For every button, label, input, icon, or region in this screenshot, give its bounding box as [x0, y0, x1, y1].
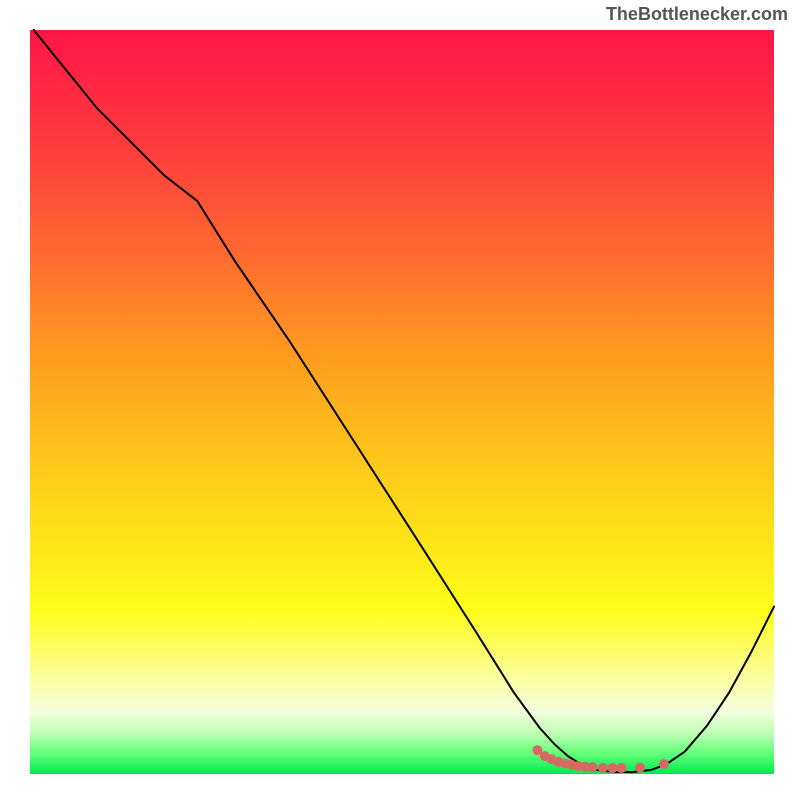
marker-dot — [659, 759, 669, 769]
marker-dot — [608, 763, 618, 773]
chart-svg — [0, 0, 800, 800]
marker-dot — [587, 762, 597, 772]
marker-dot — [598, 763, 608, 773]
watermark-text: TheBottlenecker.com — [606, 4, 788, 25]
chart-container: TheBottlenecker.com — [0, 0, 800, 800]
marker-dot — [616, 763, 626, 773]
plot-gradient-area — [30, 30, 774, 774]
marker-dot — [635, 763, 645, 773]
